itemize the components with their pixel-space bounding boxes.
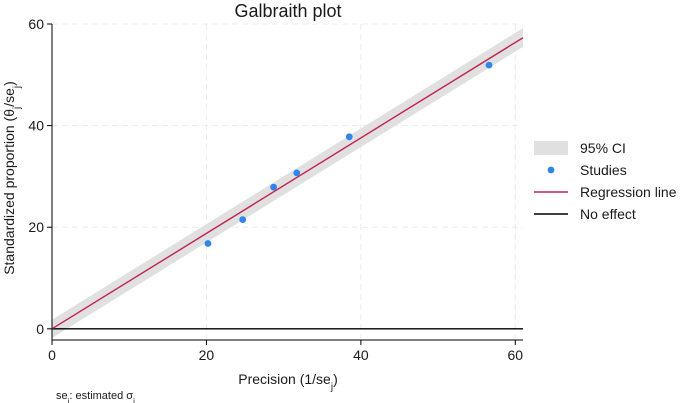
- regression-line: [51, 37, 524, 330]
- study-point-5: [345, 133, 353, 141]
- study-points-layer: [204, 61, 493, 247]
- y-tick-label-60: 60: [28, 16, 44, 32]
- x-axis-title: Precision (1/sej): [238, 371, 338, 393]
- plot-area: [51, 23, 524, 339]
- legend-studies-marker: [547, 166, 555, 174]
- footnote: sej: estimated σj: [56, 390, 135, 403]
- x-tick-label-20: 20: [199, 347, 215, 363]
- y-axis-title: Standardized proportion (θj/sej): [1, 81, 23, 275]
- x-tick-label-0: 0: [48, 347, 56, 363]
- y-tick-label-20: 20: [28, 219, 44, 235]
- line-layer: [51, 37, 524, 330]
- study-point-2: [239, 216, 247, 224]
- study-point-6: [485, 61, 493, 69]
- x-tick-label-40: 40: [353, 347, 369, 363]
- legend: 95% CI Studies Regression line No effect: [534, 140, 677, 222]
- y-tick-label-0: 0: [36, 321, 44, 337]
- study-point-4: [293, 169, 301, 177]
- chart-title: Galbraith plot: [234, 1, 341, 21]
- legend-regression-line-label: Regression line: [580, 184, 677, 200]
- study-point-3: [270, 183, 278, 191]
- gridlines: [52, 23, 523, 339]
- x-tick-label-60: 60: [507, 347, 523, 363]
- x-axis-ticks: 0 20 40 60: [48, 340, 523, 363]
- study-point-1: [204, 240, 212, 247]
- y-axis-ticks: 0 20 40 60: [28, 16, 52, 337]
- legend-95-ci-swatch: [534, 141, 568, 155]
- legend-studies-label: Studies: [580, 162, 627, 178]
- legend-95-ci-label: 95% CI: [580, 140, 626, 156]
- axes: 0 20 40 60 0 20 40 60: [28, 16, 523, 363]
- legend-no-effect-label: No effect: [580, 206, 636, 222]
- y-tick-label-40: 40: [28, 118, 44, 134]
